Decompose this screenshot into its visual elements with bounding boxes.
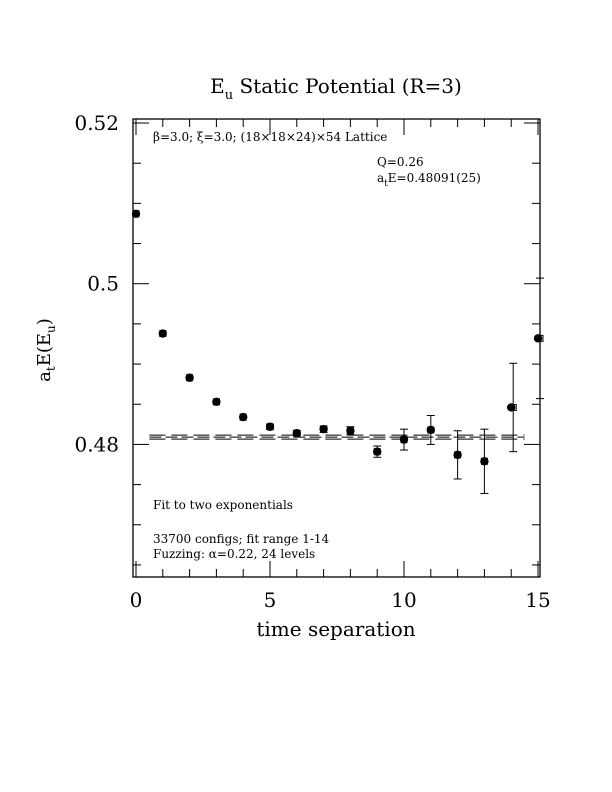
- axis-tick-labels: 0 5 10 15 0.48 0.5 0.52: [74, 111, 550, 612]
- data-point: [399, 428, 409, 451]
- lattice-annotation: β=3.0; ξ=3.0; (18×18×24)×54 Lattice: [153, 130, 387, 144]
- y-tick-label: 0.52: [74, 111, 119, 135]
- data-point: [533, 277, 544, 400]
- data-point: [346, 426, 355, 436]
- data-point: [507, 362, 518, 453]
- fuzzing-annotation: Fuzzing: α=0.22, 24 levels: [153, 547, 315, 561]
- data-point: [292, 428, 301, 438]
- data-points: [131, 209, 544, 494]
- y-tick-label: 0.48: [74, 432, 119, 456]
- point-marker: [185, 373, 194, 382]
- point-marker: [453, 450, 462, 460]
- x-tick-label: 0: [130, 588, 143, 612]
- x-tick-label: 10: [391, 588, 416, 612]
- y-tick-label: 0.5: [87, 272, 119, 296]
- axis-ticks: [133, 119, 540, 577]
- x-tick-label: 15: [525, 588, 550, 612]
- point-marker: [373, 447, 382, 456]
- point-marker: [239, 412, 248, 422]
- data-point: [239, 412, 248, 422]
- point-marker: [346, 426, 355, 435]
- point-marker: [319, 424, 328, 434]
- y-axis-label: atE(Eu): [34, 318, 58, 382]
- q-annotation: Q=0.26: [377, 155, 424, 169]
- fit-value-annotation: atE=0.48091(25): [377, 171, 481, 189]
- data-point: [131, 209, 141, 219]
- data-point: [453, 430, 462, 480]
- data-point: [319, 424, 328, 434]
- configs-annotation: 33700 configs; fit range 1-14: [153, 532, 330, 546]
- data-point: [480, 428, 489, 494]
- point-marker: [426, 425, 435, 435]
- point-marker: [212, 397, 221, 407]
- data-point: [265, 422, 275, 431]
- fit-type-annotation: Fit to two exponentials: [153, 498, 293, 512]
- x-tick-label: 5: [264, 588, 277, 612]
- fit-band: [149, 434, 525, 440]
- data-point: [212, 397, 221, 407]
- point-marker: [131, 209, 141, 219]
- data-point: [158, 329, 167, 338]
- point-marker: [292, 428, 301, 438]
- point-marker: [507, 403, 516, 412]
- data-point: [373, 445, 382, 458]
- point-marker: [533, 334, 543, 343]
- point-marker: [265, 422, 275, 431]
- x-axis-label: time separation: [256, 617, 415, 641]
- point-marker: [158, 329, 167, 338]
- point-marker: [480, 457, 489, 466]
- point-marker: [399, 435, 409, 444]
- data-point: [185, 373, 194, 382]
- chart-title: Eu Static Potential (R=3): [210, 74, 462, 103]
- data-point: [426, 414, 435, 445]
